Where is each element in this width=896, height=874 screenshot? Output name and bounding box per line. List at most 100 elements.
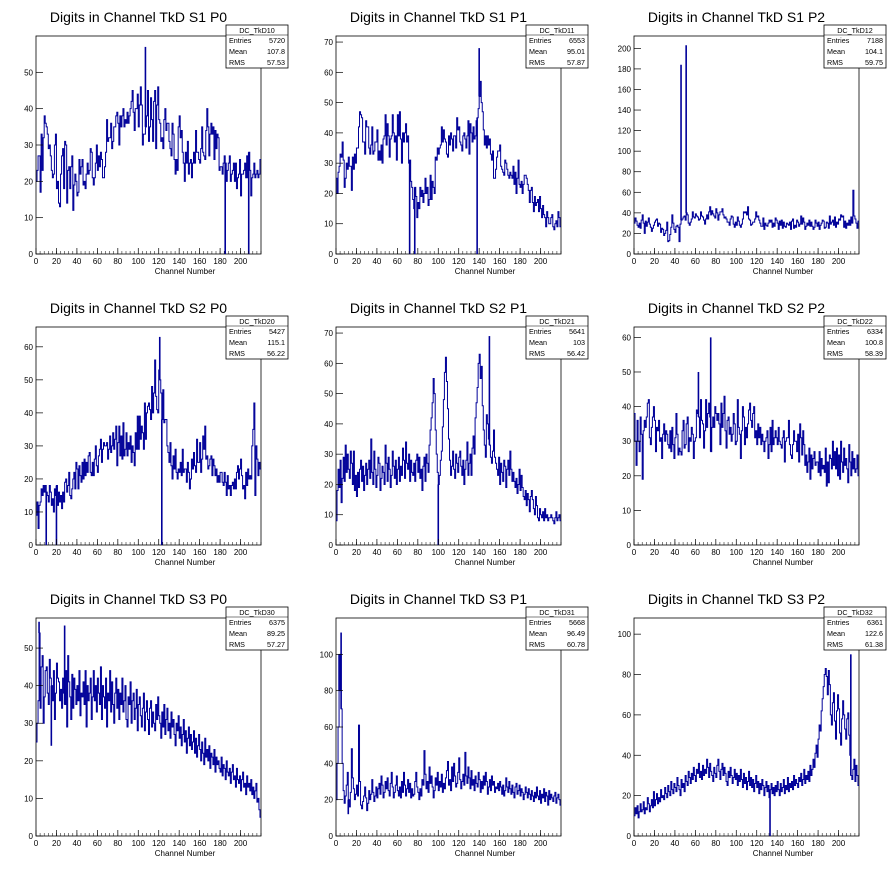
y-tick-label: 20	[324, 796, 333, 805]
x-tick-label: 160	[493, 548, 507, 557]
x-tick-label: 120	[750, 839, 764, 848]
x-tick-label: 80	[113, 257, 122, 266]
y-tick-label: 50	[24, 644, 33, 653]
y-tick-label: 80	[622, 671, 631, 680]
stats-box	[225, 606, 289, 651]
x-tick-label: 100	[730, 839, 744, 848]
x-tick-label: 80	[113, 839, 122, 848]
x-tick-label: 0	[334, 548, 339, 557]
x-tick-label: 180	[213, 257, 227, 266]
histogram-panel: Digits in Channel TkD S2 P0 0 20 40 60 80 100 1…	[0, 291, 290, 579]
y-tick-label: 10	[324, 511, 333, 520]
stats-label-entries: Entries	[529, 327, 552, 336]
histogram-panel: Digits in Channel TkD S1 P2 0 20 40 60 80 100 1…	[598, 0, 888, 288]
x-tick-label: 20	[650, 839, 659, 848]
stats-label-rms: RMS	[827, 349, 843, 358]
stats-label-entries: Entries	[529, 618, 552, 627]
histogram-series	[336, 653, 561, 812]
stats-name: DC_TkD30	[239, 608, 275, 617]
x-tick-label: 200	[832, 548, 846, 557]
stats-label-mean: Mean	[529, 629, 547, 638]
stats-value-rms: 57.27	[267, 640, 285, 649]
stats-label-mean: Mean	[229, 629, 247, 638]
plot-frame	[335, 326, 562, 546]
stats-value-rms: 60.78	[567, 640, 585, 649]
y-tick-label: 70	[324, 38, 333, 47]
stats-box	[823, 24, 887, 69]
histogram-svg: Digits in Channel TkD S1 P00 20 40 60 80 100 1…	[24, 9, 289, 276]
stats-value-mean: 96.49	[567, 629, 585, 638]
x-tick-label: 60	[93, 257, 102, 266]
x-tick-label: 180	[513, 257, 527, 266]
y-tick-label: 50	[324, 390, 333, 399]
x-tick-label: 200	[234, 257, 248, 266]
stats-value-mean: 100.8	[865, 338, 883, 347]
stats-name: DC_TkD12	[837, 26, 873, 35]
x-tick-label: 60	[393, 839, 402, 848]
y-tick-label: 40	[622, 209, 631, 218]
stats-label-rms: RMS	[529, 640, 545, 649]
stats-name: DC_TkD10	[239, 26, 275, 35]
stats-label-rms: RMS	[827, 640, 843, 649]
plot-frame	[35, 326, 262, 546]
y-tick-label: 50	[24, 68, 33, 77]
histogram-svg: Digits in Channel TkD S3 P00 20 40 60 80 100 1…	[24, 591, 289, 858]
y-tick-label: 60	[622, 333, 631, 342]
y-tick-label: 40	[24, 105, 33, 114]
y-tick-label: 40	[24, 409, 33, 418]
stats-value-mean: 115.1	[268, 338, 285, 347]
histogram-svg: Digits in Channel TkD S3 P1 0 20 40 60 80 100 1…	[320, 591, 589, 858]
histogram-svg: Digits in Channel TkD S2 P00 20 40 60 80 100 1…	[24, 300, 289, 567]
y-tick-label: 20	[324, 189, 333, 198]
plot-frame	[335, 617, 562, 837]
x-tick-label: 60	[393, 257, 402, 266]
x-tick-label: 180	[811, 839, 825, 848]
y-tick-label: 20	[24, 475, 33, 484]
histogram-panel: Digits in Channel TkD S1 P1 0 20 40 60 80 100 1…	[300, 0, 590, 288]
stats-label-mean: Mean	[827, 629, 845, 638]
chart-title: Digits in Channel TkD S3 P1	[350, 591, 527, 607]
x-tick-label: 140	[473, 548, 487, 557]
stats-value-rms: 57.53	[267, 58, 285, 67]
stats-label-mean: Mean	[529, 47, 547, 56]
x-tick-label: 80	[711, 548, 720, 557]
stats-label-entries: Entries	[827, 327, 850, 336]
x-axis-label: Channel Number	[155, 267, 216, 276]
x-tick-label: 100	[730, 257, 744, 266]
x-tick-label: 160	[493, 257, 507, 266]
chart-title: Digits in Channel TkD S1 P0	[50, 9, 227, 25]
stats-label-rms: RMS	[229, 640, 245, 649]
x-tick-label: 100	[432, 548, 446, 557]
x-tick-label: 60	[691, 548, 700, 557]
stats-value-entries: 5427	[269, 327, 285, 336]
x-tick-label: 60	[691, 839, 700, 848]
x-tick-label: 160	[791, 548, 805, 557]
stats-label-mean: Mean	[229, 47, 247, 56]
x-tick-label: 140	[473, 257, 487, 266]
stats-value-rms: 61.38	[865, 640, 883, 649]
y-tick-label: 0	[329, 832, 334, 841]
x-tick-label: 140	[771, 257, 785, 266]
stats-label-entries: Entries	[827, 36, 850, 45]
stats-name: DC_TkD11	[539, 26, 574, 35]
stats-label-mean: Mean	[529, 338, 547, 347]
y-tick-label: 140	[618, 106, 632, 115]
y-tick-label: 120	[618, 127, 632, 136]
x-tick-label: 160	[493, 839, 507, 848]
x-tick-label: 0	[34, 257, 39, 266]
y-tick-label: 160	[618, 85, 632, 94]
y-tick-label: 40	[324, 420, 333, 429]
histogram-series	[36, 359, 261, 529]
stats-label-rms: RMS	[229, 349, 245, 358]
x-tick-label: 0	[34, 839, 39, 848]
x-tick-label: 0	[334, 257, 339, 266]
x-tick-label: 40	[72, 257, 81, 266]
x-tick-label: 80	[413, 548, 422, 557]
x-tick-label: 100	[432, 257, 446, 266]
stats-value-entries: 6361	[867, 618, 883, 627]
x-axis-label: Channel Number	[155, 558, 216, 567]
x-tick-label: 60	[393, 548, 402, 557]
stats-label-rms: RMS	[229, 58, 245, 67]
stats-name: DC_TkD21	[539, 317, 575, 326]
x-tick-label: 160	[791, 839, 805, 848]
